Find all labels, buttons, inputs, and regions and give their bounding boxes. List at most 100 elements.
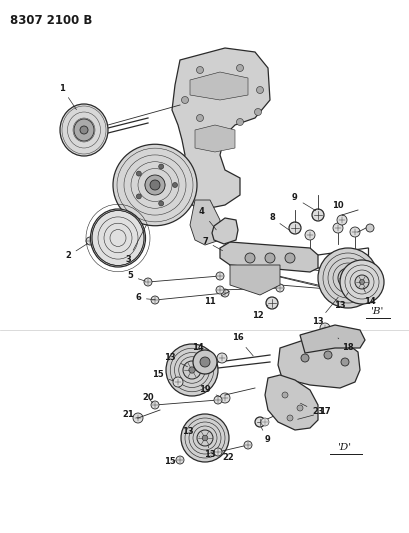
Circle shape — [180, 414, 229, 462]
Ellipse shape — [60, 104, 108, 156]
Ellipse shape — [90, 209, 145, 267]
Circle shape — [158, 201, 163, 206]
Circle shape — [319, 323, 329, 333]
Text: 5: 5 — [127, 271, 145, 281]
Circle shape — [220, 289, 229, 297]
Circle shape — [166, 344, 218, 396]
Circle shape — [339, 260, 383, 304]
Text: 9: 9 — [291, 193, 315, 211]
Circle shape — [236, 64, 243, 71]
Polygon shape — [299, 325, 364, 353]
Text: 'B': 'B' — [371, 308, 384, 317]
Text: 8: 8 — [268, 214, 289, 230]
Polygon shape — [264, 375, 317, 430]
Circle shape — [86, 237, 94, 245]
Circle shape — [181, 96, 188, 103]
Circle shape — [172, 182, 177, 188]
Text: 13: 13 — [311, 297, 337, 327]
Circle shape — [317, 248, 377, 308]
Circle shape — [256, 86, 263, 93]
Circle shape — [359, 279, 364, 285]
Ellipse shape — [113, 144, 196, 226]
Text: 7: 7 — [202, 237, 222, 251]
Circle shape — [196, 67, 203, 74]
Text: 12: 12 — [252, 305, 267, 319]
Circle shape — [236, 118, 243, 125]
Circle shape — [173, 377, 182, 387]
Circle shape — [281, 392, 287, 398]
Text: 3: 3 — [125, 224, 146, 264]
Text: 14: 14 — [192, 343, 204, 360]
Polygon shape — [195, 125, 234, 152]
Polygon shape — [189, 72, 247, 100]
Circle shape — [213, 448, 221, 456]
Circle shape — [150, 180, 160, 190]
Circle shape — [304, 230, 314, 240]
Circle shape — [337, 268, 357, 288]
Text: 2: 2 — [65, 244, 88, 261]
Polygon shape — [220, 242, 317, 272]
Circle shape — [216, 286, 223, 294]
Circle shape — [245, 253, 254, 263]
Circle shape — [136, 171, 141, 176]
Circle shape — [182, 361, 200, 379]
Text: 13: 13 — [182, 427, 199, 437]
Text: 13: 13 — [204, 445, 215, 459]
Circle shape — [193, 350, 216, 374]
Text: 13: 13 — [164, 353, 187, 367]
Circle shape — [265, 297, 277, 309]
Circle shape — [151, 401, 159, 409]
Circle shape — [340, 358, 348, 366]
Circle shape — [288, 222, 300, 234]
Text: 8307 2100 B: 8307 2100 B — [10, 14, 92, 27]
Circle shape — [311, 209, 323, 221]
Circle shape — [133, 413, 143, 423]
Polygon shape — [189, 200, 220, 245]
Text: 9: 9 — [261, 427, 270, 445]
Circle shape — [344, 274, 351, 281]
Circle shape — [254, 109, 261, 116]
Polygon shape — [277, 338, 359, 388]
Text: 21: 21 — [122, 410, 138, 419]
Circle shape — [189, 367, 195, 373]
Circle shape — [196, 430, 213, 446]
Circle shape — [275, 284, 283, 292]
Text: 4: 4 — [199, 207, 216, 230]
Circle shape — [151, 296, 159, 304]
Circle shape — [158, 164, 163, 169]
Circle shape — [254, 417, 264, 427]
Text: 16: 16 — [231, 334, 253, 356]
Circle shape — [196, 115, 203, 122]
Text: 17: 17 — [297, 408, 330, 419]
Text: 22: 22 — [222, 454, 233, 463]
Circle shape — [300, 354, 308, 362]
Circle shape — [202, 435, 207, 441]
Polygon shape — [172, 48, 270, 210]
Text: 23: 23 — [300, 403, 323, 416]
Circle shape — [336, 215, 346, 225]
Text: 'D': 'D' — [337, 443, 351, 453]
Polygon shape — [229, 265, 279, 295]
Polygon shape — [211, 218, 237, 244]
Circle shape — [145, 175, 164, 195]
Circle shape — [365, 224, 373, 232]
Text: 20: 20 — [142, 393, 153, 403]
Circle shape — [220, 393, 229, 403]
Text: 18: 18 — [337, 338, 353, 352]
Circle shape — [243, 441, 252, 449]
Circle shape — [332, 223, 342, 233]
Circle shape — [216, 272, 223, 280]
Text: 19: 19 — [199, 385, 220, 397]
Circle shape — [284, 253, 294, 263]
Circle shape — [323, 351, 331, 359]
Circle shape — [296, 405, 302, 411]
Circle shape — [80, 126, 88, 134]
Circle shape — [261, 418, 268, 426]
Circle shape — [136, 194, 141, 199]
Ellipse shape — [74, 119, 94, 141]
Circle shape — [175, 456, 184, 464]
Text: 11: 11 — [204, 292, 229, 306]
Circle shape — [200, 357, 209, 367]
Circle shape — [354, 275, 368, 289]
Text: 14: 14 — [362, 287, 375, 306]
